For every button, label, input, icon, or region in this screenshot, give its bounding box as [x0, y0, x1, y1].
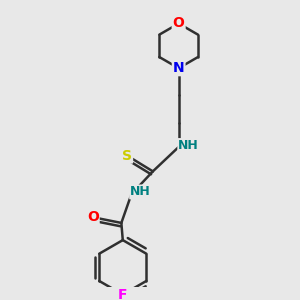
Text: NH: NH	[178, 139, 199, 152]
Text: O: O	[87, 210, 99, 224]
Text: F: F	[118, 288, 128, 300]
Text: O: O	[173, 16, 184, 31]
Text: N: N	[173, 61, 184, 75]
Text: S: S	[122, 148, 132, 163]
Text: NH: NH	[130, 185, 151, 199]
